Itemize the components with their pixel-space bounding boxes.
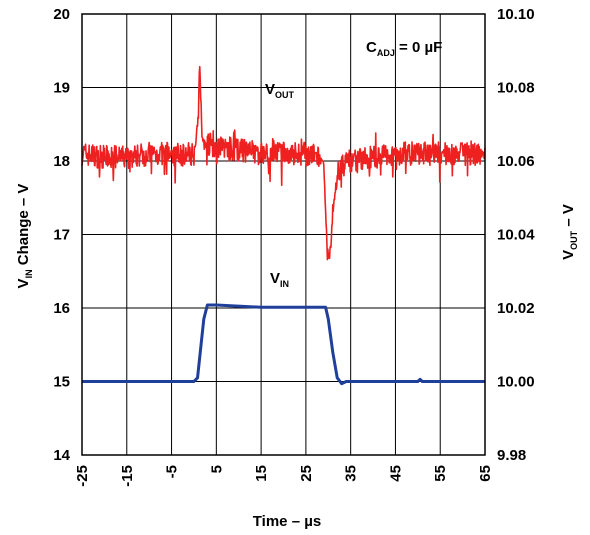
- left-tick-label: 20: [53, 6, 70, 23]
- x-tick-label: 65: [477, 465, 494, 482]
- series-layer: [81, 65, 486, 386]
- vin-annotation: VIN: [270, 270, 289, 289]
- left-tick-label: 17: [53, 227, 70, 244]
- right-tick-label: 10.10: [497, 6, 535, 23]
- right-tick-label: 10.00: [497, 374, 535, 391]
- x-tick-label: 35: [343, 465, 360, 482]
- left-axis-ticks: 14 15 16 17 18 19 20: [53, 6, 70, 464]
- vout-annotation: VOUT: [265, 81, 295, 100]
- plot-frame: [81, 13, 486, 456]
- right-tick-label: 10.08: [497, 80, 535, 97]
- x-tick-label: -5: [164, 465, 181, 478]
- grid-lines: [82, 14, 485, 455]
- series-vout-line: [81, 65, 486, 261]
- left-axis-title: VIN Change – V: [15, 184, 34, 289]
- right-axis-ticks: 9.98 10.00 10.02 10.04 10.06 10.08 10.10: [497, 6, 535, 464]
- x-tick-label: -15: [119, 465, 136, 487]
- right-tick-label: 10.06: [497, 153, 535, 170]
- right-axis-title: VOUT – V: [560, 204, 579, 260]
- x-axis-title: Time – µs: [253, 513, 321, 530]
- right-tick-label: 9.98: [497, 447, 526, 464]
- left-tick-label: 15: [53, 374, 70, 391]
- left-tick-label: 19: [53, 80, 70, 97]
- left-tick-label: 16: [53, 300, 70, 317]
- x-axis-ticks: -25 -15 -5 5 15 25 35 45 55 65: [74, 465, 494, 487]
- x-tick-label: 55: [432, 465, 449, 482]
- x-tick-label: 45: [387, 465, 404, 482]
- x-tick-label: 5: [208, 465, 225, 473]
- right-tick-label: 10.02: [497, 300, 535, 317]
- right-tick-label: 10.04: [497, 227, 535, 244]
- x-tick-label: -25: [74, 465, 91, 487]
- left-tick-label: 14: [53, 447, 70, 464]
- cadj-annotation: CADJ = 0 µF: [366, 39, 442, 58]
- left-tick-label: 18: [53, 153, 70, 170]
- x-tick-label: 15: [253, 465, 270, 482]
- series-vin-line: [82, 303, 485, 386]
- x-tick-label: 25: [298, 465, 315, 482]
